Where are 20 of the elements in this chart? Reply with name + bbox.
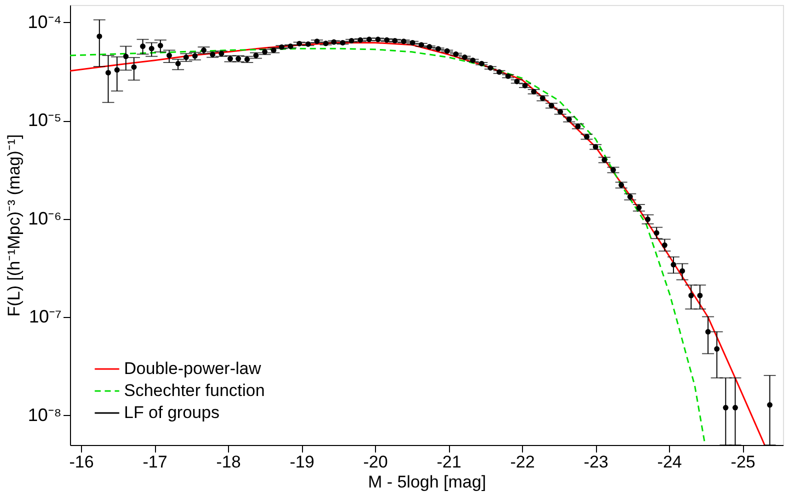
x-tick-label: -22	[510, 452, 535, 472]
x-tick-label: -18	[216, 452, 241, 472]
y-tick-label: 10⁻⁵	[28, 110, 62, 130]
y-tick-label: 10⁻⁶	[28, 208, 62, 228]
x-tick-label: -23	[584, 452, 608, 472]
y-tick-label: 10⁻⁷	[28, 306, 62, 327]
x-tick-label: -19	[290, 452, 314, 472]
legend-label: Schechter function	[124, 381, 265, 400]
x-tick-label: -16	[69, 452, 94, 472]
x-tick-label: -17	[142, 452, 168, 472]
x-tick-label: -20	[363, 452, 388, 472]
y-tick-label: 10⁻⁴	[28, 12, 62, 32]
x-tick-label: -25	[730, 452, 756, 472]
y-tick-label: 10⁻⁸	[28, 404, 62, 425]
y-axis-title: F(L) [(h⁻¹Mpc)⁻³ (mag)⁻¹]	[4, 134, 24, 317]
x-tick-label: -24	[657, 452, 682, 472]
legend-label: Double-power-law	[124, 359, 262, 378]
x-tick-label: -21	[436, 452, 462, 472]
legend-label: LF of groups	[124, 403, 220, 422]
x-axis-title: M - 5logh [mag]	[368, 472, 486, 492]
